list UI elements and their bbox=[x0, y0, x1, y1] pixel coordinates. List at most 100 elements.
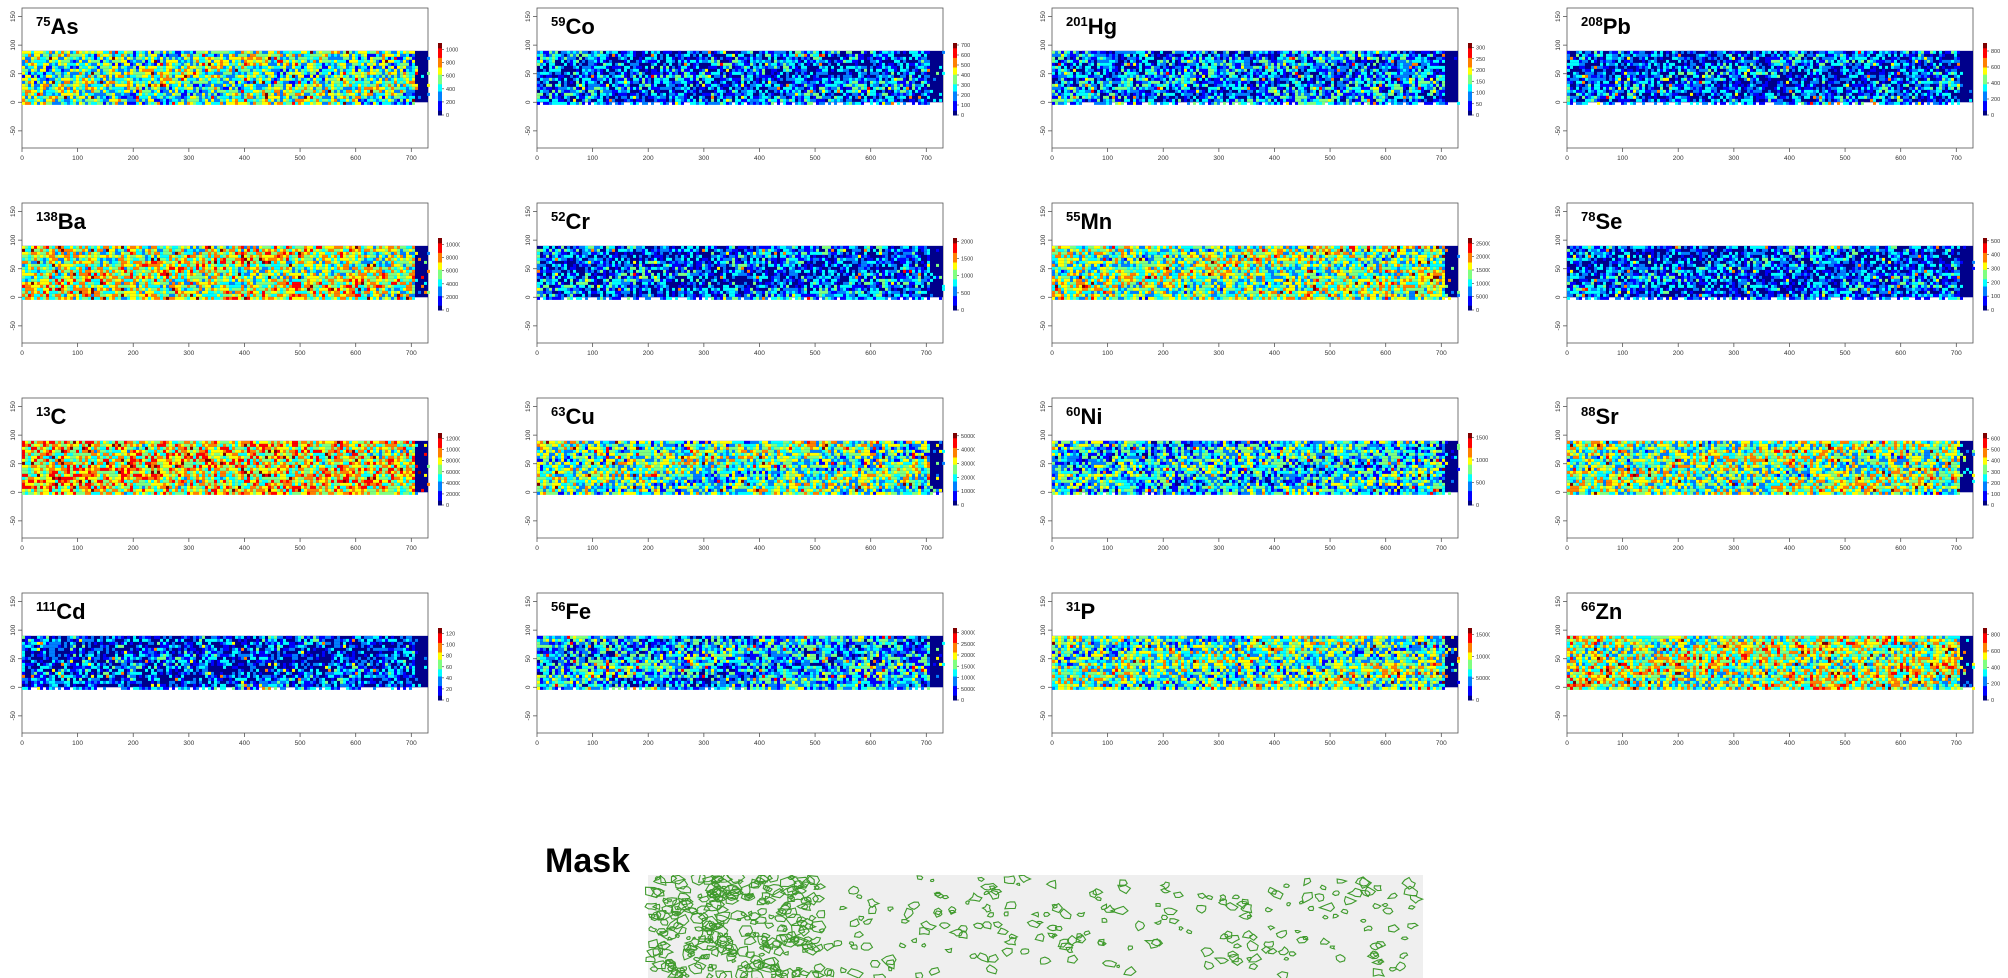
colorbar-tick-label: 300 bbox=[1991, 470, 2000, 476]
x-tick-label: 100 bbox=[1102, 740, 1113, 747]
colorbar: 0 500 1000 1500 2000 bbox=[953, 238, 973, 314]
colorbar-tick-label: 600 bbox=[1991, 65, 2000, 71]
heatmap-panel-cu: 0 100 200 300 400 500 600 700 -50 0 50 100 150 63Cu 0 1… bbox=[525, 397, 975, 552]
y-tick-label: 100 bbox=[525, 624, 532, 635]
y-tick-label: 50 bbox=[1040, 460, 1047, 468]
y-tick-label: 100 bbox=[1555, 234, 1562, 245]
y-tick-label: -50 bbox=[1555, 516, 1562, 526]
x-tick-label: 100 bbox=[1617, 350, 1628, 357]
y-tick-label: 100 bbox=[1555, 429, 1562, 440]
x-tick-label: 400 bbox=[1784, 545, 1795, 552]
x-tick-label: 200 bbox=[1158, 155, 1169, 162]
isotope-number: 31 bbox=[1066, 599, 1080, 614]
x-tick-label: 300 bbox=[183, 740, 194, 747]
x-tick-label: 600 bbox=[1895, 350, 1906, 357]
colorbar-tick-label: 500 bbox=[1991, 239, 2000, 245]
colorbar-tick-label: 250 bbox=[1476, 57, 1485, 63]
colorbar-tick-label: 100 bbox=[961, 103, 970, 109]
x-tick-label: 100 bbox=[72, 545, 83, 552]
y-tick-label: 100 bbox=[10, 39, 17, 50]
x-tick-label: 100 bbox=[1617, 545, 1628, 552]
y-tick-label: 50 bbox=[10, 460, 17, 468]
x-tick-label: 500 bbox=[810, 545, 821, 552]
colorbar-tick-label: 50000 bbox=[961, 434, 975, 440]
heatmap-panel-co: 0 100 200 300 400 500 600 700 -50 0 50 100 150 59Co 0 1… bbox=[525, 7, 970, 162]
x-tick-label: 100 bbox=[1617, 155, 1628, 162]
heatmap-cells bbox=[1567, 245, 1975, 300]
colorbar: 0 20 40 60 80 100 120 bbox=[438, 628, 455, 704]
colorbar-tick-label: 5000 bbox=[1476, 295, 1488, 301]
x-tick-label: 300 bbox=[698, 740, 709, 747]
x-tick-label: 100 bbox=[1617, 740, 1628, 747]
y-tick-label: 100 bbox=[1040, 429, 1047, 440]
x-tick-label: 700 bbox=[406, 350, 417, 357]
x-tick-label: 300 bbox=[183, 545, 194, 552]
x-tick-label: 500 bbox=[1840, 545, 1851, 552]
x-tick-label: 0 bbox=[1565, 545, 1569, 552]
colorbar-tick-label: 0 bbox=[446, 308, 449, 314]
x-tick-label: 300 bbox=[1213, 740, 1224, 747]
colorbar-tick-label: 300 bbox=[1991, 266, 2000, 272]
panel-title: 78Se bbox=[1581, 209, 1622, 234]
x-tick-label: 200 bbox=[128, 545, 139, 552]
colorbar-tick-label: 1500 bbox=[961, 257, 973, 263]
isotope-number: 111 bbox=[36, 599, 56, 614]
x-tick-label: 0 bbox=[535, 350, 539, 357]
colorbar-tick-label: 400 bbox=[961, 73, 970, 79]
y-tick-label: 0 bbox=[525, 685, 532, 689]
x-tick-label: 300 bbox=[1728, 350, 1739, 357]
colorbar: 0 200 400 600 800 bbox=[1983, 43, 2000, 119]
x-tick-label: 700 bbox=[1436, 155, 1447, 162]
colorbar-tick-label: 800 bbox=[1991, 49, 2000, 55]
y-tick-label: 100 bbox=[10, 624, 17, 635]
x-tick-label: 600 bbox=[350, 155, 361, 162]
colorbar-tick-label: 800 bbox=[1991, 633, 2000, 639]
x-tick-label: 400 bbox=[1269, 155, 1280, 162]
x-tick-label: 0 bbox=[1565, 155, 1569, 162]
x-tick-label: 500 bbox=[1840, 740, 1851, 747]
x-tick-label: 700 bbox=[1436, 350, 1447, 357]
x-tick-label: 600 bbox=[1895, 740, 1906, 747]
x-tick-label: 600 bbox=[865, 350, 876, 357]
heatmap-cells bbox=[22, 635, 428, 690]
x-tick-label: 100 bbox=[1102, 350, 1113, 357]
colorbar-tick-label: 0 bbox=[1476, 308, 1479, 314]
x-tick-label: 100 bbox=[587, 740, 598, 747]
y-tick-label: 50 bbox=[1040, 655, 1047, 663]
colorbar-tick-label: 1000 bbox=[446, 48, 458, 54]
x-tick-label: 700 bbox=[1951, 545, 1962, 552]
x-tick-label: 200 bbox=[1673, 740, 1684, 747]
y-tick-label: -50 bbox=[1040, 516, 1047, 526]
element-symbol: C bbox=[50, 404, 66, 429]
colorbar-tick-label: 500 bbox=[961, 291, 970, 297]
element-symbol: As bbox=[50, 14, 78, 39]
x-tick-label: 200 bbox=[128, 155, 139, 162]
heatmap-cells bbox=[1052, 50, 1460, 105]
x-tick-label: 0 bbox=[1565, 740, 1569, 747]
x-tick-label: 300 bbox=[1728, 545, 1739, 552]
colorbar-tick-label: 200 bbox=[961, 93, 970, 99]
y-tick-label: 50 bbox=[1040, 70, 1047, 78]
y-tick-label: 0 bbox=[1555, 100, 1562, 104]
colorbar-tick-label: 600000 bbox=[446, 470, 460, 476]
x-tick-label: 0 bbox=[535, 740, 539, 747]
colorbar-tick-label: 150000 bbox=[1476, 633, 1490, 639]
colorbar-tick-label: 600 bbox=[961, 53, 970, 59]
y-tick-label: 0 bbox=[525, 490, 532, 494]
heatmap-panel-c: 0 100 200 300 400 500 600 700 -50 0 50 100 150 13C 0 20… bbox=[10, 397, 460, 552]
colorbar-tick-label: 1500 bbox=[1476, 436, 1488, 442]
element-symbol: P bbox=[1080, 599, 1095, 624]
y-tick-label: 0 bbox=[1555, 685, 1562, 689]
y-tick-label: -50 bbox=[10, 126, 17, 136]
panel-title: 13C bbox=[36, 404, 66, 429]
x-tick-label: 500 bbox=[1325, 155, 1336, 162]
y-tick-label: -50 bbox=[525, 711, 532, 721]
heatmap-cells bbox=[22, 440, 430, 495]
x-tick-label: 700 bbox=[406, 155, 417, 162]
colorbar-tick-label: 600 bbox=[1991, 437, 2000, 443]
x-tick-label: 200 bbox=[643, 740, 654, 747]
y-tick-label: 150 bbox=[10, 206, 17, 217]
x-tick-label: 300 bbox=[1213, 545, 1224, 552]
